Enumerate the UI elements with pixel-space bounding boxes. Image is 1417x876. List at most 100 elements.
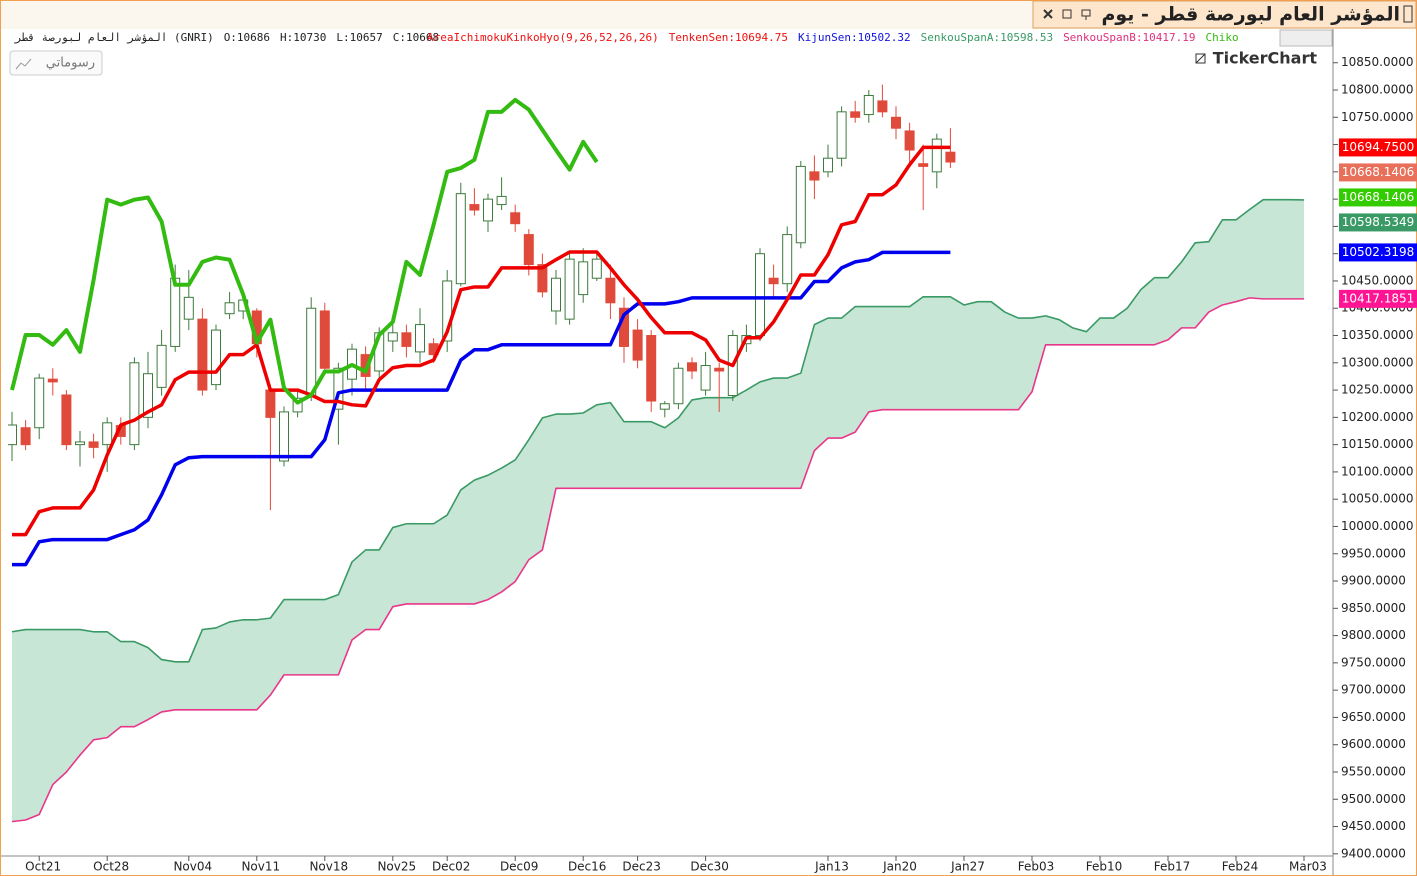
candle-body: [795, 165, 806, 244]
candle-body: [34, 377, 45, 429]
indicator-label: SenkouSpanA:10598.53: [921, 31, 1053, 44]
panel-buttons[interactable]: [1279, 29, 1333, 47]
candle-body: [591, 258, 602, 279]
x-tick-label: Mar03: [1289, 860, 1327, 874]
x-tick-label: Dec16: [568, 860, 607, 874]
x-tick-label: Dec02: [432, 860, 471, 874]
indicator-label: Chiko: [1206, 31, 1239, 44]
price-label-box: [1339, 188, 1417, 207]
candle-body: [20, 427, 31, 446]
price-label-box: [1339, 289, 1417, 308]
y-tick-label: 9950.0000: [1341, 546, 1406, 560]
close-button[interactable]: [1043, 9, 1053, 19]
price-label: 10417.1851: [1342, 291, 1415, 305]
candle-body: [768, 277, 779, 285]
candle-body: [891, 116, 901, 129]
y-tick-label: 9900.0000: [1341, 574, 1406, 588]
y-tick-label: 9650.0000: [1341, 710, 1406, 724]
candle-body: [809, 171, 820, 181]
candle-body: [578, 261, 589, 296]
x-tick-label: Oct21: [25, 860, 61, 874]
price-label-box: [1339, 163, 1417, 182]
x-tick-label: Feb03: [1018, 860, 1055, 874]
y-tick-label: 9500.0000: [1341, 792, 1406, 806]
price-label-box: [1339, 138, 1417, 157]
x-tick-label: Dec30: [690, 860, 729, 874]
candle-body: [673, 367, 684, 405]
x-tick-label: Feb17: [1154, 860, 1191, 874]
x-tick-label: Nov04: [173, 860, 212, 874]
candle-body: [782, 234, 793, 285]
candle-body: [836, 111, 847, 159]
candle-body: [918, 163, 929, 167]
candle-body: [319, 310, 330, 369]
candle-body: [483, 198, 493, 222]
price-label: 10502.3198: [1342, 245, 1415, 259]
candle-body: [931, 138, 942, 173]
candle-body: [863, 94, 874, 116]
candle-body: [8, 424, 17, 446]
x-tick-label: Dec23: [622, 860, 661, 874]
candle-body: [755, 253, 765, 337]
y-tick-label: 9450.0000: [1341, 819, 1406, 833]
logo-icon: [1195, 53, 1206, 64]
x-tick-label: Feb10: [1086, 860, 1123, 874]
drawings-label[interactable]: رسوماتي: [46, 56, 95, 71]
y-tick-label: 9700.0000: [1341, 683, 1406, 697]
drawings-button[interactable]: [9, 50, 103, 76]
candle-body: [904, 130, 915, 151]
candle-body: [687, 362, 697, 372]
candle-body: [455, 193, 466, 285]
candle-body: [88, 441, 99, 448]
candle-body: [401, 332, 412, 347]
candle-body: [415, 324, 425, 353]
candle-body: [442, 280, 453, 342]
candle-body: [646, 335, 657, 402]
candle-body: [523, 234, 534, 266]
chart-title: المؤشر العام لبورصة قطر - يوم: [1101, 4, 1400, 26]
y-tick-label: 10450.0000: [1341, 273, 1414, 287]
indicator-line: [11, 297, 1304, 823]
symbol-line: المؤشر العام لبورصة قطر (GNRI): [14, 31, 214, 44]
candle-body: [102, 422, 113, 446]
y-tick-label: 10100.0000: [1341, 464, 1414, 478]
title-icon: [1403, 5, 1413, 23]
y-tick-label: 9800.0000: [1341, 628, 1406, 642]
candle-body: [143, 373, 153, 418]
pin-button[interactable]: [1081, 9, 1091, 20]
window-buttons[interactable]: [1043, 9, 1091, 20]
candle-body: [129, 362, 140, 446]
y-tick-label: 9400.0000: [1341, 846, 1406, 860]
x-tick-label: Jan20: [882, 860, 917, 874]
price-label: 10598.5349: [1342, 215, 1415, 229]
plot-area: [8, 84, 1305, 823]
indicator-label: AreaIchimokuKinkoHyo(9,26,52,26,26): [427, 31, 659, 44]
indicator-label: TenkenSen:10694.75: [669, 31, 788, 44]
y-tick-label: 10000.0000: [1341, 519, 1414, 533]
candle-body: [197, 318, 208, 391]
candle-body: [659, 403, 670, 410]
y-tick-label: 9750.0000: [1341, 655, 1406, 669]
x-tick-label: Feb24: [1222, 860, 1259, 874]
drawings-icon: [15, 58, 32, 70]
y-tick-label: 9850.0000: [1341, 601, 1406, 615]
x-tick-label: Jan27: [950, 860, 985, 874]
candle-body: [306, 307, 317, 397]
candle-body: [469, 204, 480, 211]
x-tick-label: Nov25: [377, 860, 416, 874]
candle-body: [183, 296, 194, 320]
ohlc-text: H:10730: [280, 31, 326, 44]
candle-body: [632, 329, 643, 361]
indicator-line: [12, 145, 951, 537]
candle-body: [564, 258, 575, 320]
indicator-line: [12, 250, 951, 567]
y-tick-label: 10850.0000: [1341, 55, 1414, 69]
restore-button[interactable]: [1062, 9, 1072, 19]
price-label-box: [1339, 213, 1417, 232]
candle-body: [265, 389, 276, 418]
y-tick-label: 10200.0000: [1341, 410, 1414, 424]
candle-body: [75, 441, 85, 446]
indicator-line: [10, 97, 599, 405]
candle-body: [156, 344, 167, 388]
